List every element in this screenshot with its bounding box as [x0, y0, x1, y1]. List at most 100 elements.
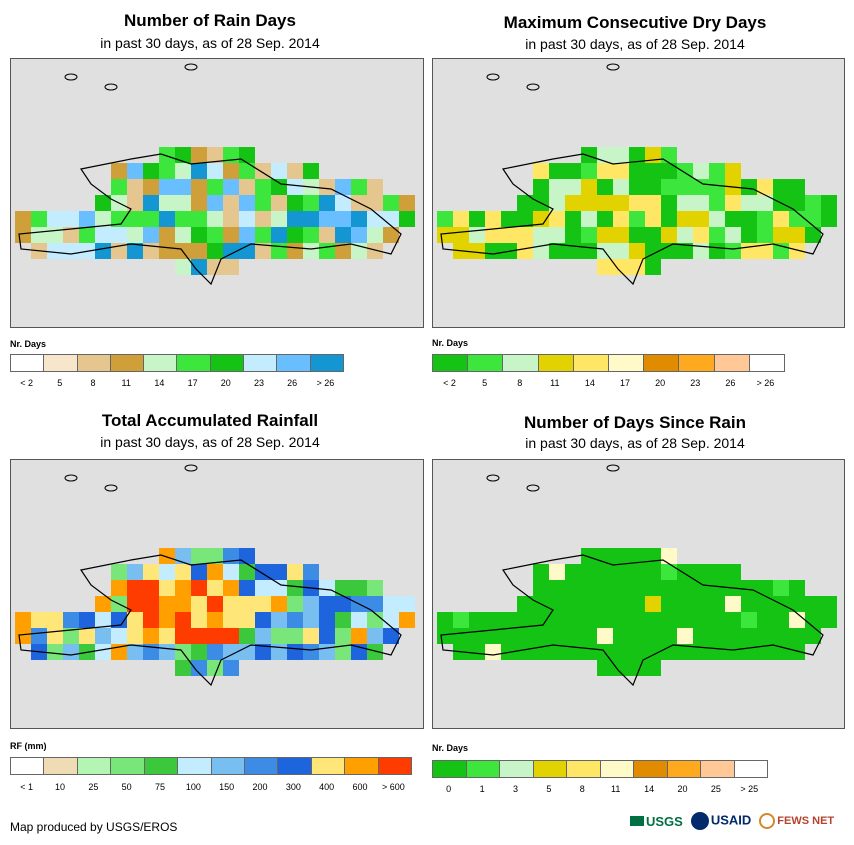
- grid-cell: [581, 179, 597, 195]
- grid-cell: [629, 179, 645, 195]
- grid-cell: [239, 628, 255, 644]
- grid-cell: [597, 259, 613, 275]
- grid-cell: [191, 163, 207, 179]
- grid-cell: [239, 243, 255, 259]
- grid-cell: [485, 243, 501, 259]
- grid-cell: [629, 195, 645, 211]
- grid-cell: [517, 195, 533, 211]
- grid-cell: [629, 163, 645, 179]
- grid-cell: [709, 612, 725, 628]
- grid-cell: [303, 628, 319, 644]
- grid-cell: [805, 227, 821, 243]
- grid-cell: [271, 564, 287, 580]
- grid-cell: [239, 163, 255, 179]
- grid-cell: [645, 195, 661, 211]
- grid-cell: [789, 211, 805, 227]
- grid-cell: [661, 596, 677, 612]
- grid-cell: [549, 628, 565, 644]
- grid-cell: [533, 163, 549, 179]
- grid-cell: [613, 644, 629, 660]
- map-days-since-rain: [432, 459, 845, 729]
- grid-cell: [239, 564, 255, 580]
- grid-cell: [319, 596, 335, 612]
- grid-cell: [629, 596, 645, 612]
- grid-cell: [31, 227, 47, 243]
- grid-cell: [597, 628, 613, 644]
- grid-cell: [127, 612, 143, 628]
- legend-swatch: [468, 355, 504, 371]
- grid-cell: [223, 660, 239, 676]
- grid-cell: [613, 163, 629, 179]
- grid-cell: [725, 211, 741, 227]
- grid-cell: [255, 580, 271, 596]
- grid-cell: [191, 179, 207, 195]
- grid-cell: [469, 211, 485, 227]
- legend-label: 300: [285, 782, 301, 792]
- grid-cell: [645, 660, 661, 676]
- legend-swatch: [634, 761, 668, 777]
- legend-label: 20: [677, 784, 688, 794]
- grid-cell: [565, 612, 581, 628]
- legend-label: 23: [253, 378, 265, 388]
- grid-cell: [565, 596, 581, 612]
- grid-cell: [741, 179, 757, 195]
- grid-cell: [15, 211, 31, 227]
- grid-cell: [95, 243, 111, 259]
- grid-cell: [709, 179, 725, 195]
- grid-cell: [565, 628, 581, 644]
- grid-cell: [645, 580, 661, 596]
- grid-cell: [789, 243, 805, 259]
- grid-cell: [597, 660, 613, 676]
- panel-title: Number of Rain Days: [124, 11, 296, 30]
- grid-cell: [207, 612, 223, 628]
- coastline-outline: [440, 554, 824, 687]
- legend-swatch: [277, 355, 311, 371]
- grid-cell: [207, 179, 223, 195]
- grid-cell: [629, 564, 645, 580]
- grid-cell: [581, 195, 597, 211]
- grid-cell: [709, 564, 725, 580]
- grid-cell: [191, 612, 207, 628]
- grid-cell: [159, 548, 175, 564]
- grid-cell: [335, 612, 351, 628]
- grid-cell: [437, 227, 453, 243]
- grid-cell: [661, 195, 677, 211]
- legend-swatch: [178, 758, 212, 774]
- grid-cell: [789, 179, 805, 195]
- grid-cell: [335, 580, 351, 596]
- legend-label: < 1: [20, 782, 34, 792]
- legend-swatch: [701, 761, 735, 777]
- legend-swatch: [749, 355, 785, 371]
- grid-cell: [757, 243, 773, 259]
- grid-cell: [191, 564, 207, 580]
- grid-cell: [191, 211, 207, 227]
- grid-cell: [597, 580, 613, 596]
- grid-cell: [581, 211, 597, 227]
- grid-cell: [111, 179, 127, 195]
- legend-swatch: [503, 355, 539, 371]
- grid-cell: [661, 147, 677, 163]
- grid-cell: [175, 163, 191, 179]
- grid-cell: [661, 548, 677, 564]
- legend-label: 75: [154, 782, 166, 792]
- grid-cell: [757, 227, 773, 243]
- grid-cell: [319, 211, 335, 227]
- grid-cell: [453, 612, 469, 628]
- grid-cell: [255, 195, 271, 211]
- grid-cell: [613, 580, 629, 596]
- legend-bar: [10, 757, 412, 775]
- grid-cell: [271, 211, 287, 227]
- islet-outline: [606, 464, 620, 472]
- grid-cell: [31, 211, 47, 227]
- grid-cell: [367, 179, 383, 195]
- grid-cell: [693, 580, 709, 596]
- grid-cell: [159, 596, 175, 612]
- grid-cell: [501, 612, 517, 628]
- grid-cell: [175, 179, 191, 195]
- grid-cell: [287, 211, 303, 227]
- legend-title: Nr. Days: [432, 338, 469, 348]
- grid-cell: [175, 660, 191, 676]
- legend-label: 8: [517, 378, 523, 388]
- legend-label: > 26: [756, 378, 775, 388]
- grid-cell: [399, 612, 415, 628]
